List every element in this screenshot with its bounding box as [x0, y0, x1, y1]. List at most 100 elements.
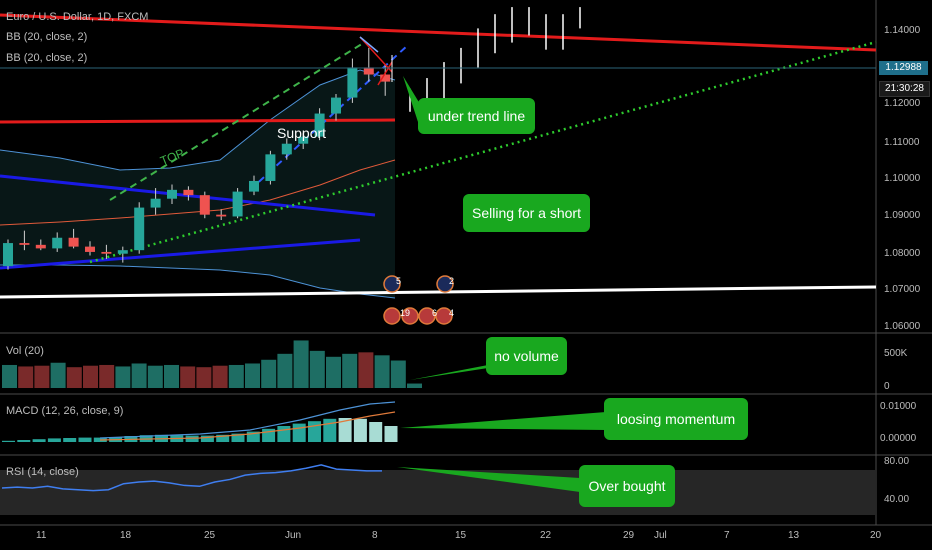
macd-bar[interactable]: [292, 423, 306, 442]
macd-bar[interactable]: [384, 426, 398, 442]
volume-bar[interactable]: [407, 383, 422, 388]
macd-bar[interactable]: [353, 418, 367, 442]
callout-selling-short[interactable]: Selling for a short: [463, 194, 590, 232]
rsi-line[interactable]: [1, 464, 382, 492]
macd-bar[interactable]: [216, 434, 230, 442]
macd-bar[interactable]: [231, 433, 245, 442]
volume-bar[interactable]: [34, 365, 50, 388]
event-badge-icon[interactable]: [436, 275, 454, 293]
candle[interactable]: [331, 97, 341, 114]
macd-bar[interactable]: [32, 439, 46, 442]
callout-tail-momentum: [400, 412, 606, 430]
candle[interactable]: [363, 67, 374, 75]
volume-series[interactable]: [2, 340, 422, 388]
candle[interactable]: [68, 237, 79, 247]
callout-loosing-momentum[interactable]: loosing momentum: [604, 398, 748, 440]
support-label[interactable]: Support: [277, 125, 327, 141]
event-badge-icon[interactable]: [383, 275, 401, 293]
volume-bar[interactable]: [196, 367, 212, 388]
macd-bar[interactable]: [277, 426, 291, 442]
candle[interactable]: [265, 154, 276, 181]
volume-bar[interactable]: [374, 355, 390, 388]
volume-bar[interactable]: [326, 356, 341, 388]
indicator-vol[interactable]: Vol (20): [6, 345, 44, 357]
event-badges[interactable]: [383, 275, 454, 325]
macd-bar[interactable]: [338, 418, 352, 442]
candle[interactable]: [380, 74, 391, 82]
symbol-title[interactable]: Euro / U.S. Dollar, 1D, FXCM: [6, 11, 149, 23]
candle[interactable]: [281, 143, 292, 155]
volume-bar[interactable]: [277, 353, 293, 388]
candle[interactable]: [3, 243, 13, 267]
volume-bar[interactable]: [83, 365, 98, 388]
red-trend-line-mid[interactable]: [0, 118, 396, 124]
volume-bar[interactable]: [261, 359, 277, 388]
macd-bar[interactable]: [78, 437, 92, 442]
volume-bar[interactable]: [115, 366, 131, 388]
callout-under-trend-line[interactable]: under trend line: [418, 98, 535, 134]
candle[interactable]: [19, 243, 30, 245]
indicator-macd[interactable]: MACD (12, 26, close, 9): [6, 405, 124, 417]
indicator-bb-2[interactable]: BB (20, close, 2): [6, 52, 88, 64]
candle[interactable]: [183, 189, 194, 196]
flag-badge-icon[interactable]: [435, 307, 453, 325]
candle[interactable]: [150, 198, 161, 208]
volume-bar[interactable]: [212, 365, 228, 388]
candle[interactable]: [134, 207, 145, 251]
blue-trend-line-upper[interactable]: [0, 174, 376, 217]
green-dotted-trend[interactable]: [89, 40, 877, 264]
indicator-bb-1[interactable]: BB (20, close, 2): [6, 31, 88, 43]
blue-trend-line-lower[interactable]: [0, 238, 361, 270]
volume-bar[interactable]: [164, 364, 179, 388]
flag-badge-icon[interactable]: [383, 307, 401, 325]
macd-bar[interactable]: [2, 440, 15, 442]
callout-over-bought[interactable]: Over bought: [579, 465, 675, 507]
macd-bar[interactable]: [308, 421, 321, 442]
macd-bar[interactable]: [246, 431, 260, 442]
volume-bar[interactable]: [245, 363, 260, 388]
volume-bar[interactable]: [180, 366, 196, 388]
volume-bar[interactable]: [228, 364, 244, 388]
candle[interactable]: [35, 244, 46, 249]
candle[interactable]: [117, 250, 128, 254]
candle[interactable]: [167, 189, 177, 199]
candle[interactable]: [298, 136, 309, 144]
candle[interactable]: [52, 237, 63, 249]
callout-no-volume[interactable]: no volume: [486, 337, 567, 375]
candlestick-series[interactable]: [3, 47, 391, 270]
support-line-white[interactable]: [0, 285, 877, 299]
macd-bar[interactable]: [185, 435, 199, 442]
candle[interactable]: [232, 191, 243, 217]
macd-bar[interactable]: [63, 438, 77, 442]
macd-bar[interactable]: [17, 440, 31, 442]
volume-bar[interactable]: [2, 364, 17, 388]
volume-bar[interactable]: [309, 350, 325, 388]
red-trend-line-top[interactable]: [0, 13, 877, 52]
volume-bar[interactable]: [390, 360, 406, 388]
flag-badge-icon[interactable]: [401, 307, 419, 325]
time-tick: 13: [788, 530, 800, 541]
volume-bar[interactable]: [18, 366, 34, 388]
top-dashed-line[interactable]: [109, 41, 366, 201]
candle[interactable]: [85, 246, 95, 252]
flag-badge-icon[interactable]: [418, 307, 436, 325]
macd-bar[interactable]: [369, 422, 383, 442]
candle[interactable]: [347, 67, 358, 98]
volume-bar[interactable]: [147, 365, 163, 388]
volume-bar[interactable]: [342, 353, 358, 388]
volume-bar[interactable]: [99, 364, 115, 388]
macd-bar[interactable]: [47, 438, 61, 442]
candle[interactable]: [314, 113, 325, 137]
volume-bar[interactable]: [66, 367, 82, 388]
candle[interactable]: [216, 214, 227, 217]
volume-bar[interactable]: [131, 363, 147, 388]
candle[interactable]: [249, 180, 259, 192]
macd-bar[interactable]: [200, 435, 214, 442]
volume-bar[interactable]: [50, 362, 66, 388]
candle[interactable]: [101, 251, 112, 254]
indicator-rsi[interactable]: RSI (14, close): [6, 466, 79, 478]
volume-bar[interactable]: [358, 352, 374, 388]
candle[interactable]: [199, 195, 210, 215]
volume-bar[interactable]: [293, 340, 309, 388]
